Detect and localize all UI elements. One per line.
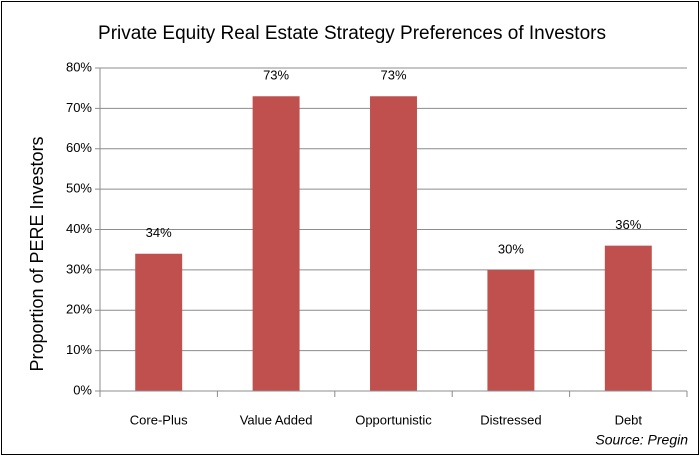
bar bbox=[604, 245, 652, 391]
bar bbox=[135, 253, 183, 391]
data-label: 36% bbox=[615, 217, 641, 232]
y-tick-label: 30% bbox=[66, 261, 92, 276]
bar bbox=[252, 96, 300, 391]
y-tick-label: 20% bbox=[66, 302, 92, 317]
x-tick-label: Distressed bbox=[480, 412, 541, 427]
data-label: 73% bbox=[263, 68, 289, 83]
bar bbox=[370, 96, 417, 391]
y-axis-label: Proportion of PERE Investors bbox=[27, 136, 47, 371]
y-tick-label: 80% bbox=[66, 59, 92, 74]
x-tick-label: Value Added bbox=[240, 412, 313, 427]
y-tick-label: 10% bbox=[66, 342, 92, 357]
x-tick-label: Opportunistic bbox=[355, 412, 432, 427]
y-tick-label: 70% bbox=[66, 100, 92, 115]
chart-title: Private Equity Real Estate Strategy Pref… bbox=[98, 23, 606, 44]
y-tick-label: 0% bbox=[73, 382, 92, 397]
data-label: 34% bbox=[146, 225, 172, 240]
data-label: 73% bbox=[380, 68, 406, 83]
y-tick-label: 60% bbox=[66, 140, 92, 155]
data-label: 30% bbox=[498, 241, 524, 256]
source-note: Source: Pregin bbox=[595, 432, 688, 448]
x-tick-label: Debt bbox=[615, 412, 643, 427]
y-tick-label: 40% bbox=[66, 221, 92, 236]
x-tick-label: Core-Plus bbox=[130, 412, 188, 427]
bar bbox=[487, 269, 535, 391]
y-tick-label: 50% bbox=[66, 181, 92, 196]
